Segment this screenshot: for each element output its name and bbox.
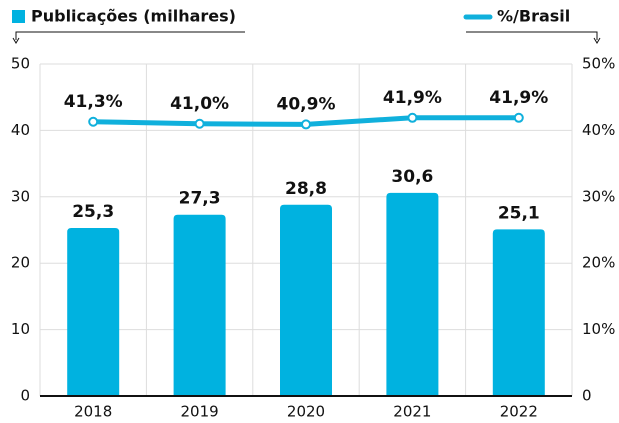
bar — [67, 228, 120, 396]
bar-value-label: 25,1 — [498, 203, 540, 223]
line-marker — [301, 119, 311, 130]
bar — [386, 192, 439, 396]
bar — [280, 204, 332, 396]
y2-tick-label: 30% — [582, 187, 615, 205]
legend-label: Publicações (milhares) — [31, 7, 236, 26]
bar-value-label: 28,8 — [285, 179, 327, 199]
legend-label: %/Brasil — [497, 7, 570, 26]
x-tick-label: 2020 — [287, 403, 325, 421]
y-tick-label: 0 — [20, 387, 30, 405]
legend-swatch — [12, 10, 25, 23]
legend-arrow — [12, 37, 20, 44]
y2-tick-label: 50% — [582, 55, 615, 73]
x-tick-label: 2018 — [74, 403, 112, 421]
line-marker — [88, 116, 99, 127]
line-marker — [194, 118, 205, 129]
y2-tick-label: 10% — [582, 320, 615, 338]
bar — [173, 214, 226, 396]
x-tick-label: 2021 — [393, 403, 431, 421]
y-tick-label: 20 — [11, 254, 30, 272]
y-tick-label: 10 — [11, 320, 30, 338]
y-tick-label: 40 — [11, 121, 30, 139]
legend-rule — [466, 31, 598, 40]
line-marker — [407, 112, 418, 123]
x-tick-label: 2019 — [181, 403, 219, 421]
line-marker — [513, 112, 524, 123]
y-tick-label: 50 — [11, 55, 30, 73]
y-tick-label: 30 — [11, 187, 30, 205]
line-value-label: 41,9% — [383, 88, 442, 108]
y2-tick-label: 0 — [582, 387, 592, 405]
bar-value-label: 27,3 — [179, 189, 221, 209]
line-value-label: 40,9% — [277, 94, 336, 114]
bar — [492, 229, 545, 396]
line-value-label: 41,0% — [170, 94, 229, 114]
line-value-label: 41,9% — [489, 88, 548, 108]
legend-rule — [15, 31, 245, 40]
y2-tick-label: 20% — [582, 254, 615, 272]
y2-tick-label: 40% — [582, 121, 615, 139]
bar-value-label: 25,3 — [72, 202, 114, 222]
line-value-label: 41,3% — [64, 92, 123, 112]
x-tick-label: 2022 — [500, 403, 538, 421]
bar-value-label: 30,6 — [391, 167, 433, 187]
legend-arrow — [593, 37, 601, 44]
